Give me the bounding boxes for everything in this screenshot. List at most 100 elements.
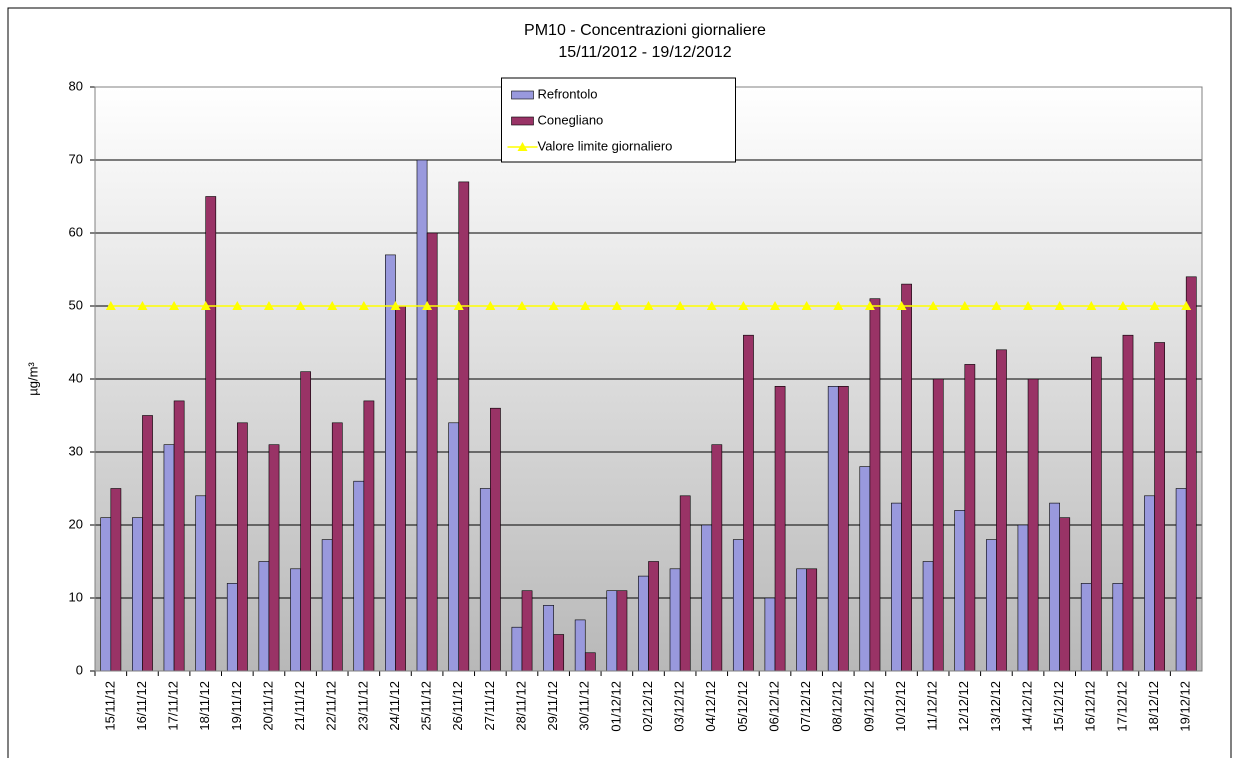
bar	[237, 422, 248, 672]
bar	[331, 422, 343, 672]
x-tick-label: 04/12/12	[703, 681, 718, 732]
bar	[173, 400, 185, 672]
limit-marker	[358, 301, 369, 310]
limit-marker	[263, 301, 274, 310]
bar	[606, 590, 618, 672]
limit-marker	[105, 301, 116, 310]
limit-marker	[896, 301, 907, 310]
bar	[806, 568, 818, 672]
bar	[448, 422, 460, 672]
limit-marker	[390, 301, 401, 310]
bar	[1112, 583, 1124, 672]
y-tick-label: 30	[69, 443, 83, 458]
bar	[743, 334, 754, 672]
y-tick-label: 40	[69, 370, 83, 385]
y-tick-label: 60	[69, 224, 83, 239]
x-tick-label: 24/11/12	[387, 681, 402, 731]
chart-subtitle: 15/11/2012 - 19/12/2012	[558, 44, 731, 61]
bar	[258, 561, 270, 672]
x-tick-label: 16/11/12	[134, 681, 149, 731]
bar	[395, 305, 406, 672]
bar	[574, 619, 586, 672]
limit-marker	[675, 301, 686, 310]
bar	[1080, 583, 1092, 672]
bar	[616, 590, 628, 672]
legend-label: Conegliano	[538, 112, 604, 127]
x-tick-label: 20/11/12	[260, 681, 275, 731]
bar	[1185, 276, 1197, 672]
bar	[1059, 517, 1071, 672]
y-tick-label: 80	[69, 78, 83, 93]
x-tick-label: 10/12/12	[893, 681, 908, 732]
chart-title: PM10 - Concentrazioni giornaliere	[524, 22, 766, 39]
bar	[837, 385, 849, 672]
legend-marker	[517, 142, 528, 151]
limit-marker	[137, 301, 148, 310]
bar	[774, 385, 786, 672]
legend-box	[501, 77, 736, 163]
bar	[132, 517, 143, 672]
x-tick-label: 21/11/12	[292, 681, 307, 731]
legend-swatch	[511, 116, 534, 126]
x-tick-label: 30/11/12	[577, 681, 592, 731]
limit-marker	[1054, 301, 1065, 310]
limit-marker	[864, 301, 875, 310]
x-tick-label: 29/11/12	[545, 681, 560, 731]
limit-marker	[959, 301, 970, 310]
bar	[827, 385, 839, 672]
bar	[163, 444, 175, 672]
limit-marker	[770, 301, 781, 310]
bar	[490, 407, 501, 672]
limit-marker	[453, 301, 464, 310]
x-tick-label: 27/11/12	[482, 681, 497, 731]
bar	[363, 400, 375, 672]
limit-marker	[169, 301, 180, 310]
bar	[1144, 495, 1155, 672]
bar	[669, 568, 681, 672]
limit-marker	[643, 301, 654, 310]
bar	[290, 568, 301, 672]
x-tick-label: 08/12/12	[830, 681, 845, 732]
y-tick-label: 50	[69, 297, 83, 312]
bar	[268, 444, 280, 672]
limit-marker	[611, 301, 622, 310]
bar	[996, 349, 1007, 672]
x-tick-label: 19/11/12	[229, 681, 244, 731]
bar	[1017, 524, 1029, 672]
limit-marker	[327, 301, 338, 310]
limit-marker	[991, 301, 1002, 310]
limit-marker	[928, 301, 939, 310]
x-tick-label: 11/12/12	[925, 681, 940, 731]
bar	[321, 539, 333, 672]
bar	[932, 378, 944, 672]
x-tick-label: 18/12/12	[1146, 681, 1161, 732]
bar	[859, 466, 871, 672]
bar	[648, 561, 659, 672]
limit-marker	[1149, 301, 1160, 310]
bar	[732, 539, 744, 672]
bar	[584, 652, 596, 672]
limit-marker	[516, 301, 527, 310]
bar	[1027, 378, 1039, 672]
bar	[1154, 342, 1165, 672]
chart-frame	[7, 7, 1232, 758]
bar	[226, 583, 238, 672]
limit-marker	[295, 301, 306, 310]
limit-marker	[738, 301, 749, 310]
x-tick-label: 07/12/12	[798, 681, 813, 732]
bar	[553, 634, 565, 672]
x-tick-label: 18/11/12	[197, 681, 212, 731]
bar	[416, 159, 428, 672]
x-tick-label: 12/12/12	[956, 681, 971, 732]
bar	[100, 517, 112, 672]
bar	[521, 590, 533, 672]
x-tick-label: 15/11/12	[102, 681, 117, 731]
limit-marker	[1117, 301, 1128, 310]
x-tick-label: 19/12/12	[1178, 681, 1193, 732]
x-tick-label: 09/12/12	[861, 681, 876, 732]
x-tick-label: 26/11/12	[450, 681, 465, 731]
legend-label: Valore limite giornaliero	[538, 138, 673, 153]
bar	[891, 502, 902, 672]
